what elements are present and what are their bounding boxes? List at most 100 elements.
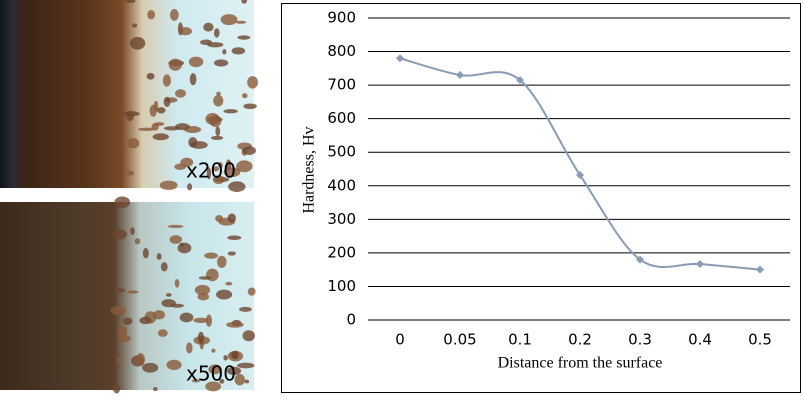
grain (239, 306, 252, 312)
grain (225, 281, 233, 286)
x-axis-title: Distance from the surface (498, 355, 663, 372)
grain (228, 181, 246, 192)
grain (216, 91, 221, 96)
x-tick-label: 0.1 (508, 331, 532, 349)
grain (219, 378, 225, 384)
chart-frame (281, 3, 801, 393)
grain (122, 317, 133, 326)
grain (237, 362, 255, 369)
y-tick-label: 500 (327, 143, 356, 161)
grain (227, 251, 236, 256)
grain (186, 342, 193, 354)
grain (151, 123, 159, 131)
grain (242, 146, 256, 155)
grain (220, 14, 238, 26)
grain (211, 348, 216, 353)
grain (169, 8, 179, 21)
grain (162, 74, 171, 87)
y-tick-label: 300 (327, 210, 356, 228)
grain (223, 109, 238, 114)
grain (236, 160, 253, 173)
grain (127, 290, 139, 294)
grain (113, 384, 121, 394)
x-tick-label: 0.05 (443, 331, 476, 349)
grain (213, 28, 220, 38)
grain (167, 224, 184, 229)
data-point (636, 255, 644, 264)
grain (215, 126, 221, 137)
grain (231, 47, 246, 55)
grain (163, 96, 171, 107)
grain (117, 326, 128, 338)
y-tick-label: 900 (327, 9, 356, 27)
grain (134, 238, 141, 245)
grain (137, 127, 155, 132)
grain (215, 214, 224, 223)
y-tick-label: 400 (327, 176, 356, 194)
grain (153, 387, 158, 392)
grain (149, 104, 157, 117)
grain (129, 36, 146, 50)
grain (234, 374, 246, 386)
grain (197, 293, 210, 301)
grain (205, 113, 220, 125)
grain (146, 72, 155, 80)
grain (216, 289, 233, 300)
data-point (576, 171, 584, 180)
grain (226, 321, 244, 328)
grain (177, 242, 192, 254)
grain (206, 167, 212, 180)
grain (212, 175, 225, 184)
y-tick-label: 700 (327, 76, 356, 94)
grain (170, 303, 184, 308)
grain (169, 235, 183, 244)
grain (175, 89, 186, 98)
grain (142, 362, 159, 373)
grain (214, 59, 229, 67)
grain (152, 310, 165, 320)
grain (205, 314, 213, 327)
micrograph-x500 (0, 202, 254, 390)
grain (188, 56, 204, 68)
grain (208, 364, 222, 375)
grain (187, 183, 193, 191)
grain (241, 0, 248, 4)
grain (110, 305, 126, 316)
grain (165, 293, 172, 297)
grain (213, 94, 224, 107)
grain (231, 350, 239, 360)
grain (125, 0, 136, 4)
x-tick-label: 0.3 (628, 331, 652, 349)
grain (193, 317, 209, 324)
grain (226, 366, 242, 376)
grain (112, 229, 127, 240)
grain (247, 287, 256, 296)
data-point (516, 76, 524, 85)
grain (156, 107, 166, 114)
grain (130, 227, 135, 235)
grain (191, 379, 200, 383)
grain (174, 278, 180, 288)
grain (227, 235, 242, 241)
grain (204, 252, 219, 259)
grain (197, 331, 205, 344)
grain (212, 166, 220, 172)
grain (132, 23, 138, 28)
magnification-label: x200 (186, 159, 236, 183)
y-axis-title: Hardness, Hv (301, 126, 318, 213)
y-tick-label: 0 (346, 311, 356, 329)
grain (174, 163, 187, 171)
grain (244, 379, 250, 384)
grain (241, 93, 248, 99)
grain (163, 126, 181, 131)
grain (242, 330, 255, 342)
y-tick-label: 100 (327, 277, 356, 295)
grain (142, 247, 149, 259)
y-tick-label: 200 (327, 243, 356, 261)
x-tick-label: 0.4 (688, 331, 712, 349)
grain (188, 137, 198, 148)
grain (168, 58, 182, 71)
grain (189, 73, 197, 86)
data-point (456, 71, 464, 80)
